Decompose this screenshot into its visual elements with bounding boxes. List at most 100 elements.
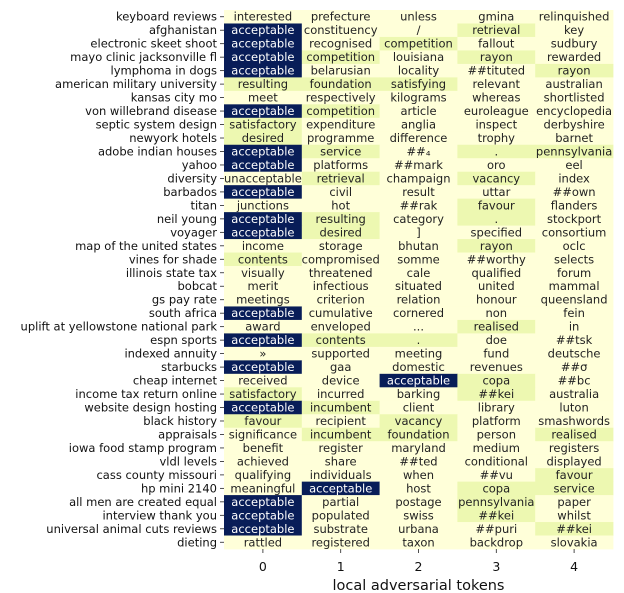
heatmap-cell bbox=[535, 400, 614, 415]
cell-token-label: gmina bbox=[478, 10, 514, 24]
heatmap-cell bbox=[457, 63, 536, 78]
cell-token-label: individuals bbox=[310, 468, 372, 482]
heatmap-cell bbox=[535, 508, 614, 523]
cell-token-label: cumulative bbox=[309, 306, 373, 320]
cell-token-label: received bbox=[238, 374, 287, 388]
cell-token-label: acceptable bbox=[231, 158, 294, 172]
cell-token-label: contents bbox=[238, 252, 288, 266]
row-label: illinois state tax bbox=[126, 266, 217, 280]
heatmap-cell bbox=[535, 333, 614, 348]
cell-token-label: situated bbox=[395, 279, 442, 293]
heatmap-cell bbox=[224, 414, 303, 429]
heatmap-cell bbox=[224, 90, 303, 105]
heatmap-cell bbox=[301, 23, 380, 38]
heatmap-cell bbox=[379, 468, 458, 483]
cell-token-label: favour bbox=[478, 198, 515, 212]
row-label: von willebrand disease bbox=[85, 104, 217, 118]
cell-token-label: acceptable bbox=[231, 360, 294, 374]
heatmap-cell bbox=[301, 306, 380, 321]
cell-token-label: registered bbox=[311, 535, 369, 549]
cell-token-label: incurred bbox=[317, 387, 364, 401]
row-label: american military university bbox=[55, 77, 217, 91]
cell-token-label: belarusian bbox=[311, 64, 371, 78]
row-label: indexed annuity bbox=[124, 347, 217, 361]
heatmap-cell bbox=[224, 144, 303, 159]
heatmap-cell bbox=[457, 495, 536, 509]
heatmap-cell bbox=[224, 104, 303, 119]
heatmap-cell bbox=[301, 185, 380, 200]
heatmap-cell bbox=[224, 63, 303, 78]
cell-token-label: louisiana bbox=[393, 50, 444, 64]
cell-token-label: award bbox=[245, 320, 280, 334]
heatmap-cell bbox=[457, 279, 536, 294]
cell-token-label: acceptable bbox=[387, 374, 450, 388]
x-tick-label: 3 bbox=[492, 559, 500, 574]
cell-token-label: medium bbox=[473, 441, 520, 455]
cell-token-label: acceptable bbox=[309, 481, 372, 495]
row-label: hp mini 2140 bbox=[141, 481, 217, 495]
cell-token-label: client bbox=[403, 401, 435, 415]
row-label: cass county missouri bbox=[96, 468, 217, 482]
cell-token-label: selects bbox=[554, 252, 594, 266]
row-label: appraisals bbox=[158, 427, 217, 441]
heatmap-cell bbox=[535, 252, 614, 267]
cell-token-label: achieved bbox=[237, 454, 289, 468]
cell-token-label: vacancy bbox=[472, 171, 520, 185]
heatmap-cell bbox=[379, 427, 458, 442]
cell-token-label: acceptable bbox=[231, 144, 294, 158]
cell-token-label: fund bbox=[483, 347, 509, 361]
heatmap-cell bbox=[457, 198, 536, 213]
cell-token-label: competition bbox=[306, 104, 375, 118]
row-label: electronic skeet shoot bbox=[90, 37, 217, 51]
cell-token-label: backdrop bbox=[470, 535, 523, 549]
heatmap-cells: interested prefecture unless gmina relinquis… bbox=[224, 10, 614, 550]
row-label: newyork hotels bbox=[129, 131, 217, 145]
cell-token-label: revenues bbox=[470, 360, 523, 374]
heatmap-cell bbox=[535, 239, 614, 253]
heatmap-cell bbox=[224, 535, 303, 550]
heatmap-cell bbox=[457, 104, 536, 119]
cell-token-label: rayon bbox=[480, 50, 513, 64]
cell-token-label: ##bc bbox=[558, 374, 591, 388]
heatmap-cell bbox=[535, 212, 614, 227]
cell-token-label: income bbox=[242, 239, 284, 253]
cell-token-label: fein bbox=[563, 306, 585, 320]
cell-token-label: . bbox=[417, 333, 421, 347]
heatmap-cell bbox=[457, 468, 536, 483]
cell-token-label: derbyshire bbox=[543, 118, 604, 132]
heatmap-cell bbox=[379, 117, 458, 132]
heatmap-cell bbox=[224, 333, 303, 348]
cell-token-label: prefecture bbox=[311, 10, 371, 24]
heatmap-cell bbox=[379, 239, 458, 253]
cell-token-label: populated bbox=[312, 508, 370, 522]
heatmap-cell bbox=[457, 292, 536, 307]
cell-token-label: share bbox=[325, 454, 357, 468]
cell-token-label: rewarded bbox=[547, 50, 601, 64]
cell-token-label: incumbent bbox=[310, 427, 372, 441]
heatmap-cell bbox=[535, 36, 614, 51]
row-label: adobe indian houses bbox=[98, 144, 217, 158]
heatmap-cell bbox=[457, 427, 536, 442]
cell-token-label: anglia bbox=[401, 118, 436, 132]
heatmap-cell bbox=[535, 454, 614, 469]
cell-token-label: registers bbox=[549, 441, 599, 455]
row-label: income tax return online bbox=[75, 387, 217, 401]
row-label: interview thank you bbox=[102, 508, 217, 522]
cell-token-label: ##vu bbox=[480, 468, 513, 482]
heatmap-cell bbox=[224, 185, 303, 200]
heatmap-cell bbox=[301, 131, 380, 146]
cell-token-label: ##puri bbox=[475, 522, 517, 536]
heatmap-cell bbox=[457, 373, 536, 388]
heatmap-cell bbox=[535, 63, 614, 78]
cell-token-label: hot bbox=[331, 198, 350, 212]
heatmap-cell bbox=[379, 23, 458, 38]
row-label: titan bbox=[190, 198, 217, 212]
heatmap-cell bbox=[224, 23, 303, 38]
heatmap-cell bbox=[224, 50, 303, 65]
heatmap-cell bbox=[535, 198, 614, 213]
row-label: universal animal cuts reviews bbox=[46, 522, 217, 536]
cell-token-label: acceptable bbox=[231, 64, 294, 78]
heatmap-cell bbox=[535, 171, 614, 186]
cell-token-label: acceptable bbox=[231, 495, 294, 509]
heatmap-cell bbox=[379, 36, 458, 51]
